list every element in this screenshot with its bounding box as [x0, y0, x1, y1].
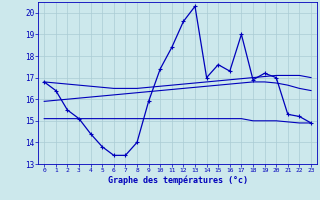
X-axis label: Graphe des températures (°c): Graphe des températures (°c) [108, 176, 248, 185]
